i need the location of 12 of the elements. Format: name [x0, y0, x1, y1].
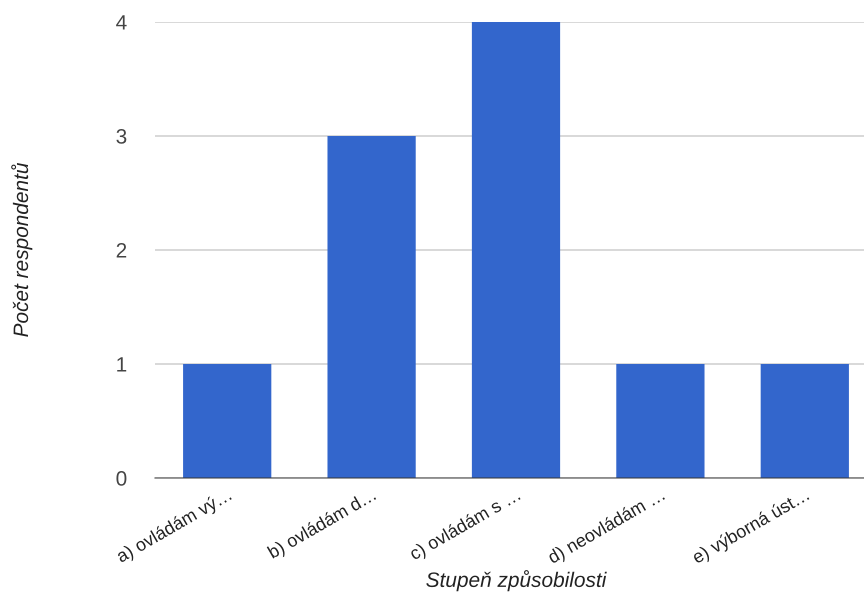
- bar: [183, 364, 272, 478]
- bar: [616, 364, 705, 478]
- x-axis-title: Stupeň způsobilosti: [426, 570, 607, 592]
- y-tick-label: 1: [117, 357, 126, 372]
- y-tick-label: 4: [116, 15, 127, 30]
- bar: [327, 136, 416, 478]
- y-tick-label: 2: [116, 243, 126, 258]
- y-tick-label: 0: [116, 471, 126, 486]
- bar: [472, 22, 560, 478]
- bar: [760, 364, 849, 478]
- y-axis-title: Počet respondentů: [11, 162, 32, 337]
- y-tick-label: 3: [116, 129, 126, 144]
